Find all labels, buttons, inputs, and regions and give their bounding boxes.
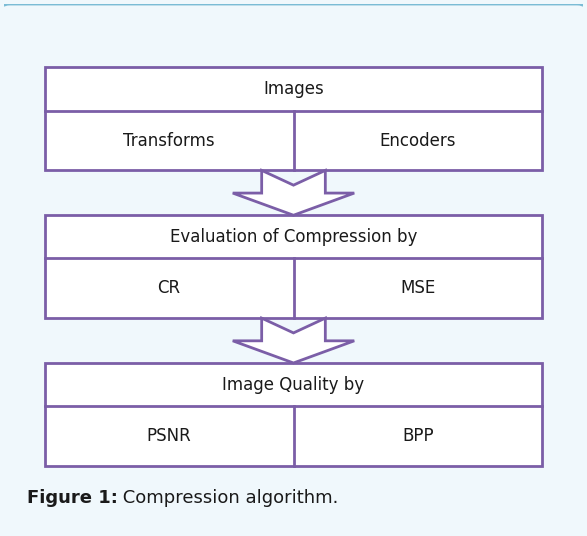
Text: Images: Images (263, 80, 324, 98)
Text: Encoders: Encoders (380, 131, 456, 150)
Text: PSNR: PSNR (147, 427, 191, 445)
Bar (45, 215, 542, 318)
Polygon shape (232, 318, 355, 363)
Text: Image Quality by: Image Quality by (222, 376, 365, 393)
Text: MSE: MSE (400, 279, 436, 297)
Bar (45, 363, 542, 466)
Text: Compression algorithm.: Compression algorithm. (117, 488, 338, 507)
Text: Transforms: Transforms (123, 131, 215, 150)
Text: Evaluation of Compression by: Evaluation of Compression by (170, 228, 417, 246)
Text: Figure 1:: Figure 1: (28, 488, 118, 507)
Polygon shape (232, 170, 355, 215)
Text: CR: CR (157, 279, 181, 297)
FancyBboxPatch shape (0, 4, 587, 536)
Text: BPP: BPP (402, 427, 434, 445)
Bar (45, 68, 542, 170)
